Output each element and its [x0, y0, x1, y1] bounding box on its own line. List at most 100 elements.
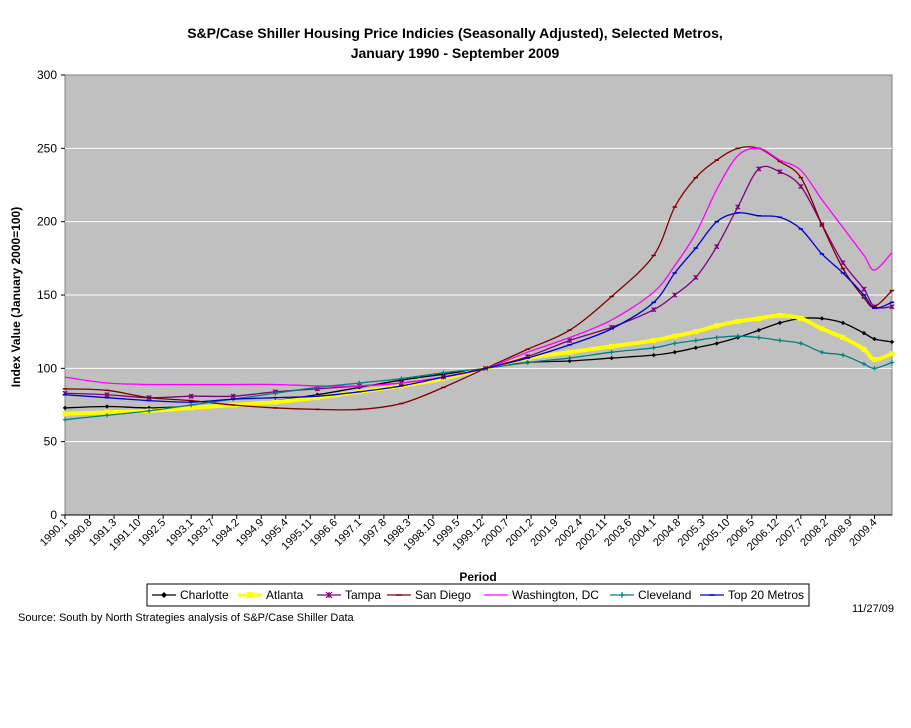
point: [819, 350, 825, 355]
point: [273, 391, 278, 396]
point: [872, 336, 877, 342]
point: [104, 392, 110, 398]
x-tick-label: 2009.4: [847, 517, 879, 549]
legend-item: Top 20 Metros: [700, 588, 804, 602]
point: [314, 395, 320, 401]
point: [889, 351, 895, 357]
point: [756, 335, 762, 340]
point: [609, 355, 614, 361]
point: [566, 337, 573, 344]
date-note: 11/27/09: [852, 603, 894, 615]
y-tick-label: 300: [37, 68, 57, 82]
point: [756, 166, 762, 172]
point: [525, 360, 530, 365]
point: [889, 360, 895, 365]
point: [777, 313, 783, 319]
legend-label: Tampa: [345, 588, 381, 602]
point: [861, 361, 867, 367]
point: [871, 357, 877, 363]
point: [840, 260, 846, 266]
point: [819, 326, 825, 332]
point: [798, 315, 804, 321]
point: [567, 355, 572, 361]
point: [188, 402, 194, 408]
point: [441, 370, 446, 375]
point: [651, 337, 657, 343]
legend-item: Charlotte: [152, 588, 229, 602]
point: [146, 408, 152, 414]
legend-label: Washington, DC: [512, 588, 599, 602]
point: [672, 333, 678, 339]
y-tick-label: 200: [37, 215, 57, 229]
point: [872, 366, 877, 371]
point: [693, 345, 698, 350]
point: [609, 350, 614, 355]
y-tick-label: 150: [37, 288, 57, 302]
point: [619, 592, 625, 598]
point: [735, 204, 741, 210]
point: [819, 316, 825, 321]
point: [777, 169, 783, 175]
legend-label: Charlotte: [180, 588, 229, 602]
legend-items: Charlotte Atlanta Tampa San Diego Washington…: [152, 588, 804, 602]
legend-item: Washington, DC: [484, 588, 599, 602]
point: [714, 341, 719, 346]
point: [567, 349, 573, 355]
point: [672, 341, 677, 346]
point: [315, 385, 320, 390]
legend-item: Atlanta: [238, 588, 304, 602]
point: [861, 330, 867, 336]
legend-label: Cleveland: [638, 588, 691, 602]
series-top-20-metros: [62, 212, 895, 403]
point: [399, 376, 404, 381]
x-axis-ticks: 1990.11990.81991.31991.101992.51993.1199…: [38, 514, 892, 553]
point: [861, 346, 867, 352]
point: [735, 318, 741, 324]
point: [714, 335, 719, 340]
point: [651, 352, 656, 358]
point: [104, 413, 110, 418]
point: [672, 350, 677, 355]
point: [756, 315, 762, 321]
source-note: Source: South by North Strategies analys…: [18, 612, 355, 624]
legend-item: Tampa: [317, 588, 381, 602]
y-axis-label: Index Value (January 2000=100): [9, 207, 23, 387]
point: [861, 286, 867, 292]
legend-label: San Diego: [415, 588, 471, 602]
point: [62, 405, 68, 411]
x-axis-label: Period: [459, 570, 496, 584]
point: [798, 183, 804, 190]
point: [714, 243, 720, 250]
point: [161, 592, 167, 598]
point: [798, 341, 804, 346]
point: [325, 591, 333, 599]
y-axis-ticks: 0 50 100 150 200 250 300: [37, 68, 65, 522]
point: [62, 411, 68, 417]
legend-label: Top 20 Metros: [728, 588, 804, 602]
point: [651, 345, 656, 350]
y-tick-label: 50: [44, 435, 58, 449]
point: [609, 343, 615, 349]
point: [693, 338, 698, 343]
point: [756, 328, 762, 333]
point: [672, 292, 678, 298]
point: [693, 274, 699, 281]
point: [889, 304, 895, 310]
y-tick-label: 100: [37, 361, 57, 375]
point: [840, 320, 846, 326]
point: [840, 352, 846, 358]
series-lines: [62, 146, 895, 422]
series-tampa: [62, 165, 895, 401]
legend-item: San Diego: [387, 588, 471, 602]
x-tick-label: 1992.5: [136, 517, 168, 549]
chart-title-line-1: S&P/Case Shiller Housing Price Indicies …: [187, 25, 723, 41]
point: [188, 405, 194, 411]
point: [735, 333, 741, 339]
point: [889, 339, 895, 345]
point: [693, 329, 699, 335]
point: [714, 323, 720, 329]
chart-title-line-2: January 1990 - September 2009: [351, 45, 560, 61]
series-washington-dc: [64, 147, 893, 387]
legend: [146, 583, 810, 607]
legend-item: Cleveland: [610, 588, 691, 602]
